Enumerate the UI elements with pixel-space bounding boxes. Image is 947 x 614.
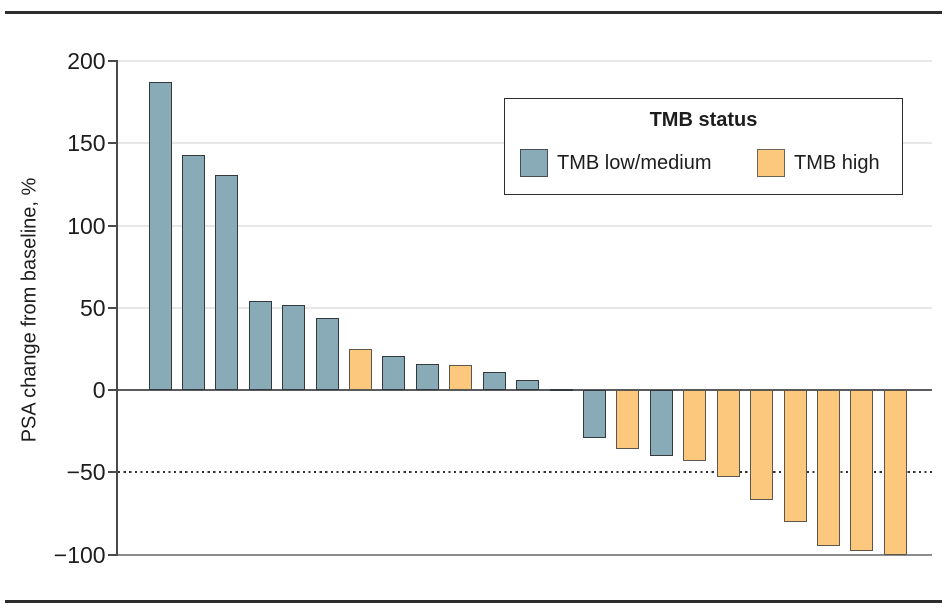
y-tick-mark <box>107 60 116 62</box>
y-tick-mark <box>107 471 116 474</box>
gridline-y100 <box>118 224 932 227</box>
bar-patient-9-tmb-low <box>415 363 439 390</box>
y-tick-label: −50 <box>66 459 106 486</box>
bar-patient-12-tmb-low <box>516 380 540 390</box>
y-tick-label: 50 <box>80 294 106 321</box>
legend-swatch-tmb-low-medium <box>520 149 548 177</box>
legend-label-tmb-low-medium: TMB low/medium <box>557 152 712 174</box>
y-tick-mark <box>107 389 116 391</box>
bar-patient-22-tmb-high <box>850 390 874 552</box>
bar-patient-16-tmb-low <box>649 390 673 456</box>
bar-patient-13-tmb-low <box>549 388 573 392</box>
y-tick-mark <box>107 553 116 556</box>
figure-top-rule <box>5 11 942 14</box>
legend: TMB status TMB low/medium TMB high <box>504 98 903 195</box>
legend-swatch-tmb-high <box>757 149 785 177</box>
bar-patient-7-tmb-high <box>349 348 372 390</box>
bar-patient-8-tmb-low <box>382 355 406 390</box>
bar-patient-18-tmb-high <box>716 390 740 478</box>
bar-patient-11-tmb-low <box>482 371 506 390</box>
bar-patient-21-tmb-high <box>816 390 840 547</box>
y-tick-label: 0 <box>92 377 106 403</box>
y-tick-mark <box>107 224 116 227</box>
bar-patient-17-tmb-high <box>683 390 707 461</box>
bar-patient-3-tmb-low <box>215 174 239 390</box>
gridline-y50 <box>118 306 932 309</box>
y-tick-label: 150 <box>67 130 106 157</box>
y-axis-line <box>115 60 118 556</box>
bar-patient-10-tmb-high <box>449 365 473 390</box>
bar-patient-5-tmb-low <box>282 304 306 390</box>
bar-patient-1-tmb-low <box>148 82 172 390</box>
bar-patient-6-tmb-low <box>315 317 339 390</box>
y-tick-label: 100 <box>67 212 106 239</box>
y-tick-label: −100 <box>53 541 106 568</box>
gridline-y0 <box>118 389 932 391</box>
figure-bottom-rule <box>5 600 942 603</box>
y-tick-mark <box>107 306 116 309</box>
legend-title: TMB status <box>649 109 758 131</box>
legend-label-tmb-high: TMB high <box>794 152 880 174</box>
bar-patient-4-tmb-low <box>248 301 272 390</box>
bar-patient-20-tmb-high <box>783 390 807 522</box>
bar-patient-14-tmb-low <box>583 390 606 438</box>
y-tick-mark <box>107 142 116 145</box>
reference-line-minus50-dotted <box>118 471 932 474</box>
bar-patient-19-tmb-high <box>750 390 774 501</box>
gridline-y-100 <box>118 553 932 556</box>
bar-patient-2-tmb-low <box>181 154 205 390</box>
gridline-y200 <box>118 60 932 62</box>
bar-patient-15-tmb-high <box>616 390 640 450</box>
y-tick-label: 200 <box>67 48 106 74</box>
bar-patient-23-tmb-high <box>883 390 907 555</box>
